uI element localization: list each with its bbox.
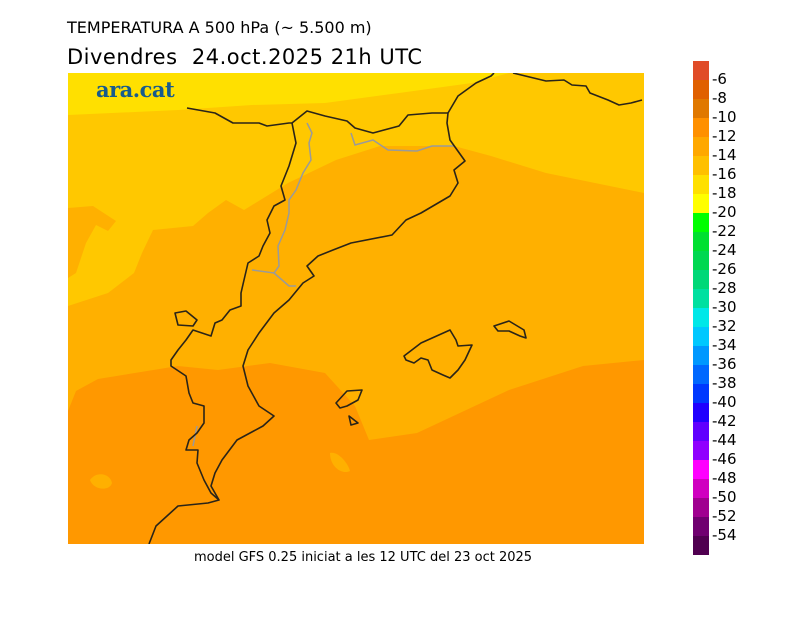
colorbar-swatch xyxy=(693,99,709,118)
colorbar-swatch xyxy=(693,213,709,232)
colorbar-tick-label: -24 xyxy=(712,241,737,259)
colorbar-swatch xyxy=(693,365,709,384)
colorbar-swatch xyxy=(693,441,709,460)
colorbar-swatch xyxy=(693,479,709,498)
colorbar-swatch xyxy=(693,80,709,99)
band-minus14-16-patch xyxy=(330,452,350,473)
colorbar-tick-label: -30 xyxy=(712,298,737,316)
colorbar-swatch xyxy=(693,137,709,156)
border-inland xyxy=(170,122,297,501)
band-minus18-20 xyxy=(68,73,509,115)
border-catalonia-valencia xyxy=(273,272,296,287)
coastlines xyxy=(148,73,643,544)
regional-borders xyxy=(192,122,454,447)
colorbar-swatch xyxy=(693,384,709,403)
colorbar-swatch xyxy=(693,118,709,137)
colorbar-swatch xyxy=(693,498,709,517)
colorbar-swatch xyxy=(693,517,709,536)
band-minus16-18 xyxy=(68,73,644,306)
border-aragon-catalonia xyxy=(251,122,313,274)
colorbar-swatch xyxy=(693,232,709,251)
colorbar-swatch xyxy=(693,327,709,346)
colorbar-swatch xyxy=(693,175,709,194)
border-pyrenees xyxy=(186,107,448,134)
colorbar-labels: -6 -8 -10 -12 -14 -16 -18 -20 -22 -24 -26 -28 -30 -32… xyxy=(712,61,792,561)
island-mallorca xyxy=(403,329,473,379)
colorbar-swatch xyxy=(693,308,709,327)
colorbar-swatch xyxy=(693,536,709,555)
coast-mediterranean xyxy=(148,112,466,544)
colorbar-tick-label: -28 xyxy=(712,279,737,297)
colorbar-tick-label: -6 xyxy=(712,70,727,88)
colorbar-swatch xyxy=(693,460,709,479)
colorbar-tick-label: -54 xyxy=(712,526,737,544)
colorbar-tick-label: -38 xyxy=(712,374,737,392)
colorbar-tick-label: -44 xyxy=(712,431,737,449)
colorbar-tick-label: -16 xyxy=(712,165,737,183)
colorbar-tick-label: -50 xyxy=(712,488,737,506)
colorbar-swatch xyxy=(693,289,709,308)
colorbar-tick-label: -46 xyxy=(712,450,737,468)
colorbar-tick-label: -42 xyxy=(712,412,737,430)
colorbar-swatch xyxy=(693,61,709,80)
colorbar-swatch xyxy=(693,346,709,365)
band-minus14-16-patch xyxy=(68,206,116,278)
colorbar-swatch xyxy=(693,156,709,175)
model-run-caption: model GFS 0.25 iniciat a les 12 UTC del … xyxy=(193,550,533,565)
colorbar-tick-label: -20 xyxy=(712,203,737,221)
border-andorra-france xyxy=(350,132,454,152)
border-valencia-murcia xyxy=(192,425,198,447)
coast-france-west xyxy=(447,73,495,114)
coast-france-east xyxy=(512,73,643,106)
colorbar-tick-label: -18 xyxy=(712,184,737,202)
colorbar xyxy=(693,61,709,555)
colorbar-tick-label: -10 xyxy=(712,108,737,126)
island-formentera xyxy=(348,415,359,426)
island-menorca xyxy=(493,320,527,339)
temperature-map xyxy=(68,73,644,544)
ara-cat-logo: ara.cat xyxy=(96,77,175,102)
colorbar-tick-label: -26 xyxy=(712,260,737,278)
colorbar-tick-label: -36 xyxy=(712,355,737,373)
colorbar-tick-label: -32 xyxy=(712,317,737,335)
colorbar-tick-label: -48 xyxy=(712,469,737,487)
colorbar-swatch xyxy=(693,270,709,289)
colorbar-tick-label: -12 xyxy=(712,127,737,145)
colorbar-swatch xyxy=(693,251,709,270)
chart-subtitle-date: Divendres 24.oct.2025 21h UTC xyxy=(67,45,423,69)
band-minus14-16-patch xyxy=(90,474,112,489)
colorbar-tick-label: -40 xyxy=(712,393,737,411)
colorbar-swatch xyxy=(693,403,709,422)
colorbar-swatch xyxy=(693,422,709,441)
colorbar-tick-label: -34 xyxy=(712,336,737,354)
chart-title: TEMPERATURA A 500 hPa (~ 5.500 m) xyxy=(67,18,372,37)
colorbar-tick-label: -8 xyxy=(712,89,727,107)
colorbar-tick-label: -14 xyxy=(712,146,737,164)
colorbar-tick-label: -22 xyxy=(712,222,737,240)
lake xyxy=(174,310,198,327)
colorbar-swatch xyxy=(693,194,709,213)
island-ibiza xyxy=(335,389,363,409)
colorbar-tick-label: -52 xyxy=(712,507,737,525)
